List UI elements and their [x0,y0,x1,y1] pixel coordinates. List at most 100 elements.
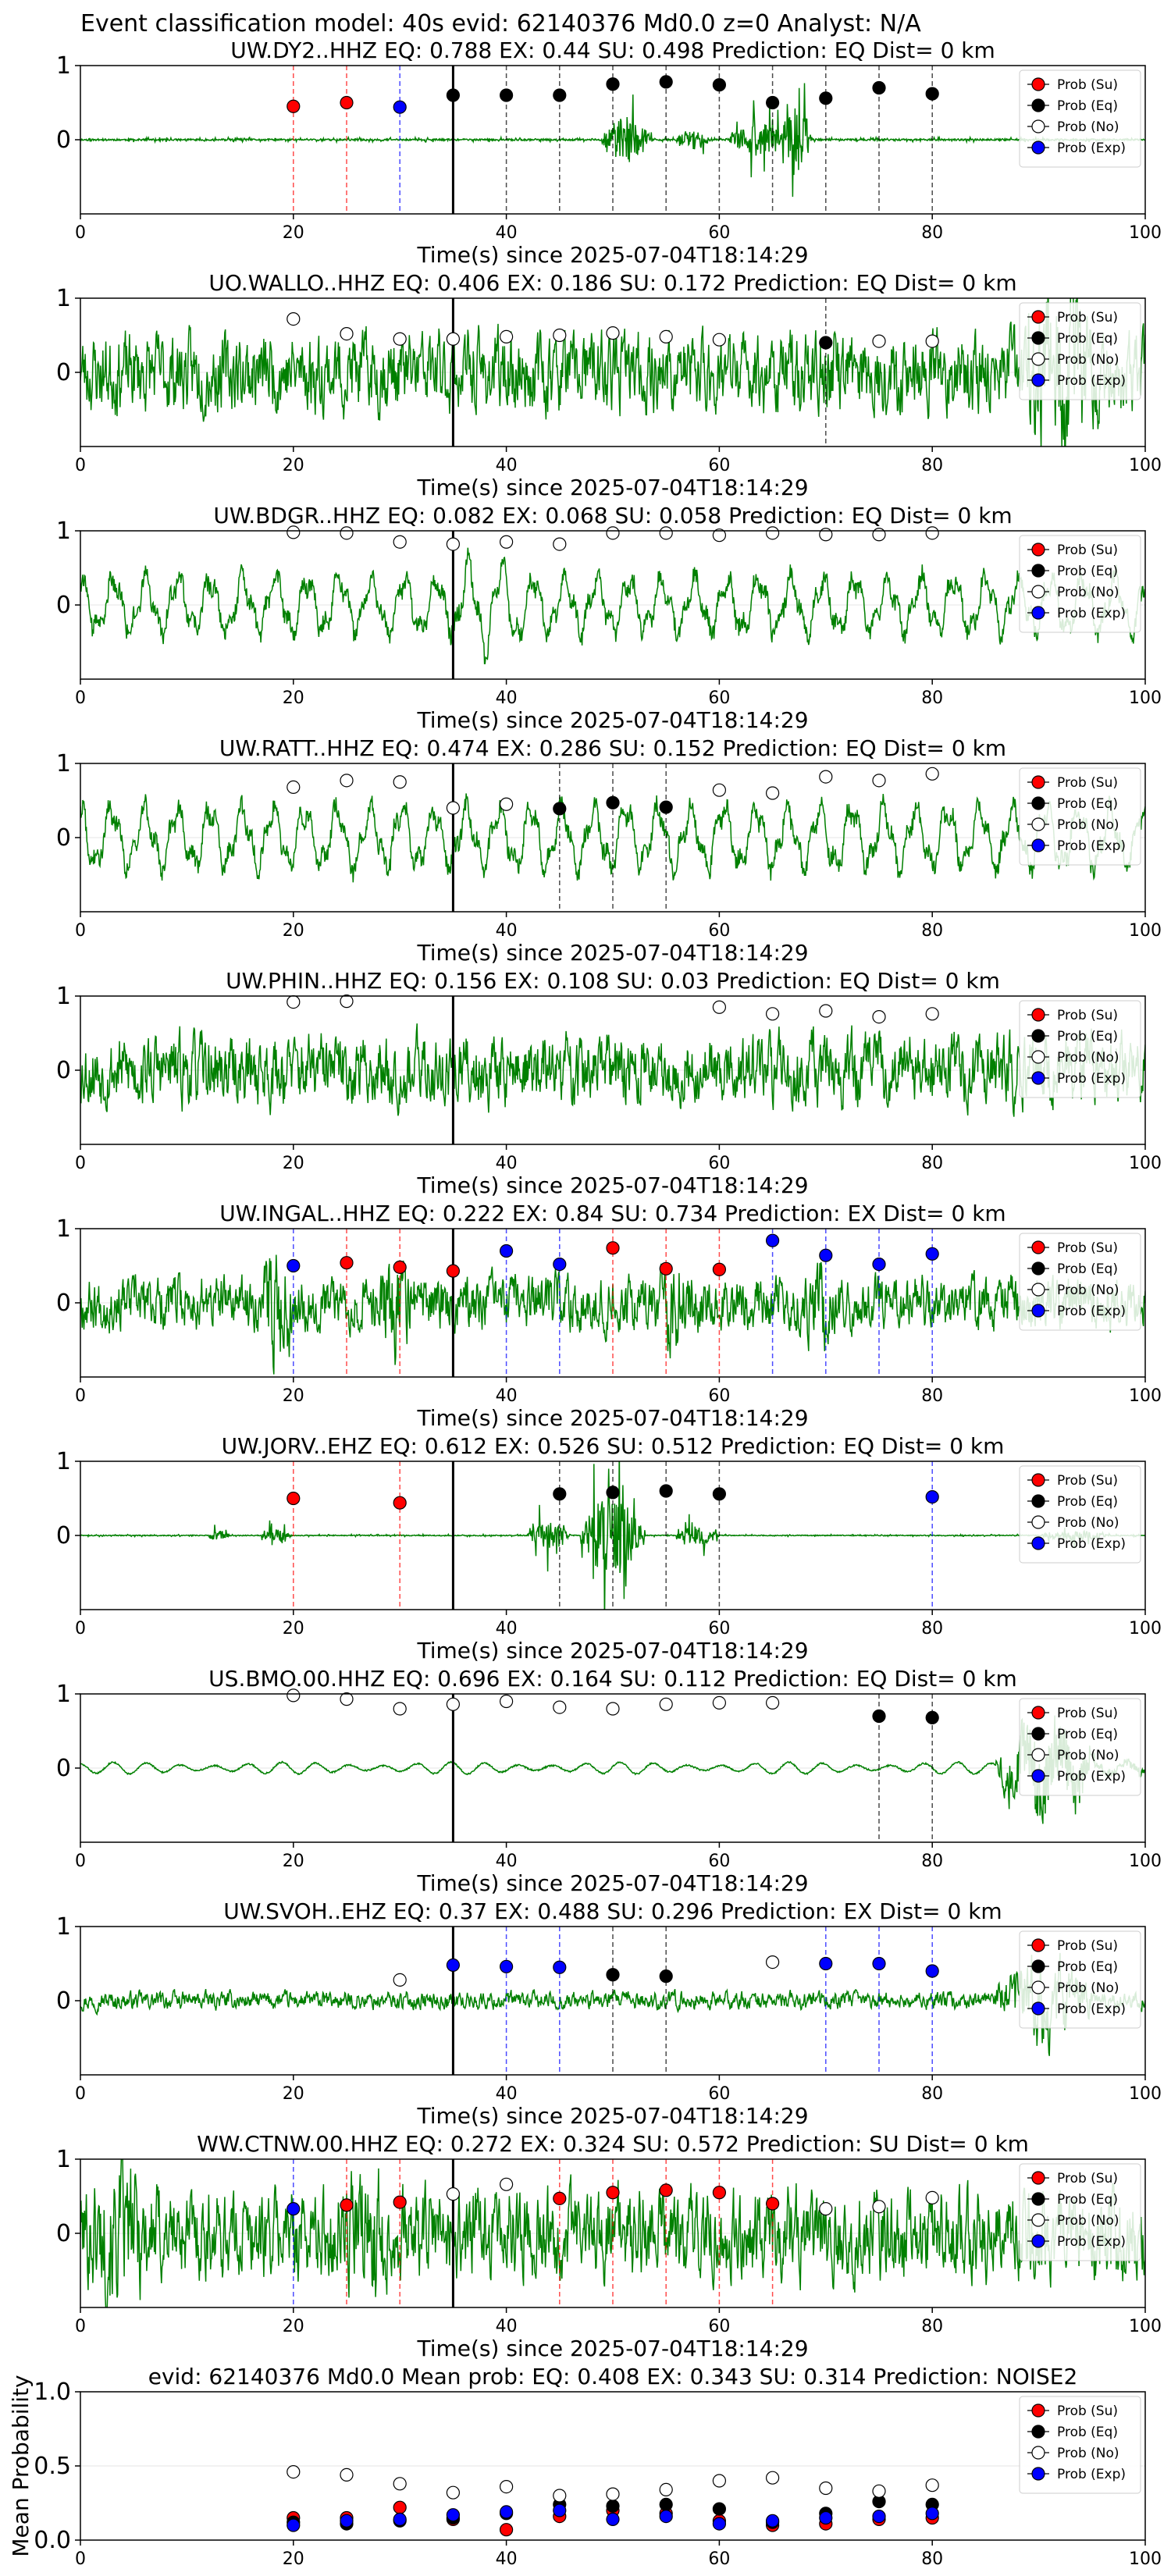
prob-marker-no [925,334,939,348]
x-tick-label: 40 [496,2084,518,2104]
x-tick-label: 80 [921,2084,943,2104]
x-tick-label: 60 [708,2084,730,2104]
x-axis-label: Time(s) since 2025-07-04T18:14:29 [416,2336,808,2361]
prob-marker-no [446,2187,461,2201]
prob-marker-su [606,1241,620,1255]
prob-marker-no [606,526,620,540]
legend-label-no: Prob (No) [1057,1748,1119,1763]
prob-marker-su [340,2198,354,2212]
x-tick-label: 40 [496,456,518,475]
prob-marker-no [659,526,673,540]
prob-marker-no [819,770,833,784]
x-tick-label: 20 [283,688,304,708]
y-tick-label: 1 [56,52,71,80]
legend-label-exp: Prob (Exp) [1057,838,1126,854]
legend-marker-eq [1031,1959,1045,1973]
y-tick-label: 0 [56,1522,71,1550]
waveform-trace [80,547,1145,664]
prob-marker-su [287,1491,301,1506]
prob-marker-eq [872,80,886,95]
prob-marker-no [712,1695,727,1710]
x-axis-label: Time(s) since 2025-07-04T18:14:29 [416,1638,808,1663]
mean-marker-no [499,2480,514,2494]
prob-marker-no [446,1697,461,1711]
x-tick-label: 100 [1129,2549,1162,2569]
prob-marker-exp [287,2202,301,2216]
x-tick-label: 80 [921,688,943,708]
mean-marker-exp [765,2514,780,2528]
mean-marker-exp [925,2507,939,2521]
prob-marker-no [606,326,620,340]
x-tick-label: 60 [708,2549,730,2569]
legend-label-exp: Prob (Exp) [1057,1536,1126,1552]
prob-marker-no [925,1007,939,1021]
x-tick-label: 60 [708,1154,730,1173]
prob-marker-su [287,99,301,113]
x-tick-label: 100 [1129,921,1162,941]
legend-frame [1019,535,1141,633]
prob-marker-no [446,537,461,551]
prob-marker-eq [553,88,567,102]
prob-marker-no [872,528,886,542]
prob-marker-su [606,2186,620,2200]
prob-marker-su [659,1261,673,1276]
axes-frame [80,1693,1146,1843]
prob-marker-no [925,2190,939,2204]
legend-label-no: Prob (No) [1057,2213,1119,2229]
y-tick-label: 0 [56,592,71,619]
axes-frame [80,530,1146,680]
station-panel-4: UW.RATT..HHZ EQ: 0.474 EX: 0.286 SU: 0.1… [56,735,1162,966]
legend-frame [1019,2163,1141,2261]
x-axis-label: Time(s) since 2025-07-04T18:14:29 [416,2103,808,2129]
x-tick-label: 80 [921,1154,943,1173]
x-tick-label: 0 [75,456,86,475]
legend-marker-eq [1031,564,1045,578]
legend-marker-no [1031,352,1045,366]
y-tick-label: 0 [56,126,71,154]
legend-label-su: Prob (Su) [1057,2403,1118,2419]
mean-marker-no [553,2489,567,2503]
waveform-trace [80,1023,1145,1117]
x-tick-label: 80 [921,223,943,243]
x-tick-label: 20 [283,1852,304,1871]
axes-frame [80,1926,1146,2076]
legend-label-no: Prob (No) [1057,2446,1119,2461]
axes-frame [80,297,1146,447]
prob-marker-su [446,1264,461,1278]
prob-marker-no [553,328,567,343]
y-tick-label: 0 [56,359,71,386]
y-tick-label: 1 [56,1913,71,1941]
prob-marker-eq [819,336,833,350]
prob-marker-eq [606,1968,620,1982]
prob-marker-exp [393,100,407,114]
axes-frame [80,1228,1146,1378]
panel-10-legend: Prob (Su) Prob (Eq) Prob (No) Prob (Exp) [1019,2163,1141,2261]
legend-frame [1019,1465,1141,1564]
prob-marker-no [446,801,461,815]
legend-label-no: Prob (No) [1057,585,1119,600]
mean-marker-no [765,2471,780,2485]
panel-title: UW.RATT..HHZ EQ: 0.474 EX: 0.286 SU: 0.1… [219,735,1006,761]
x-tick-label: 20 [283,456,304,475]
prob-marker-exp [765,1233,780,1247]
x-tick-label: 20 [283,921,304,941]
x-tick-label: 40 [496,1386,518,1406]
x-tick-label: 60 [708,688,730,708]
legend-label-su: Prob (Su) [1057,1473,1118,1489]
prob-marker-no [659,1697,673,1711]
mean-marker-exp [446,2508,461,2522]
prob-marker-eq [606,77,620,91]
legend-label-eq: Prob (Eq) [1057,2425,1118,2440]
y-tick-label: 0 [56,1987,71,2015]
x-axis-label: Time(s) since 2025-07-04T18:14:29 [416,940,808,966]
waveform-trace [80,1715,1145,1824]
prob-marker-eq [765,95,780,110]
prob-marker-exp [872,1956,886,1971]
prob-marker-no [712,1000,727,1014]
legend-marker-exp [1031,838,1045,852]
mean-marker-exp [819,2510,833,2525]
legend-frame [1019,1000,1141,1098]
mean-marker-exp [340,2514,354,2528]
legend-marker-eq [1031,2425,1045,2439]
y-tick-label: 1 [56,1215,71,1243]
